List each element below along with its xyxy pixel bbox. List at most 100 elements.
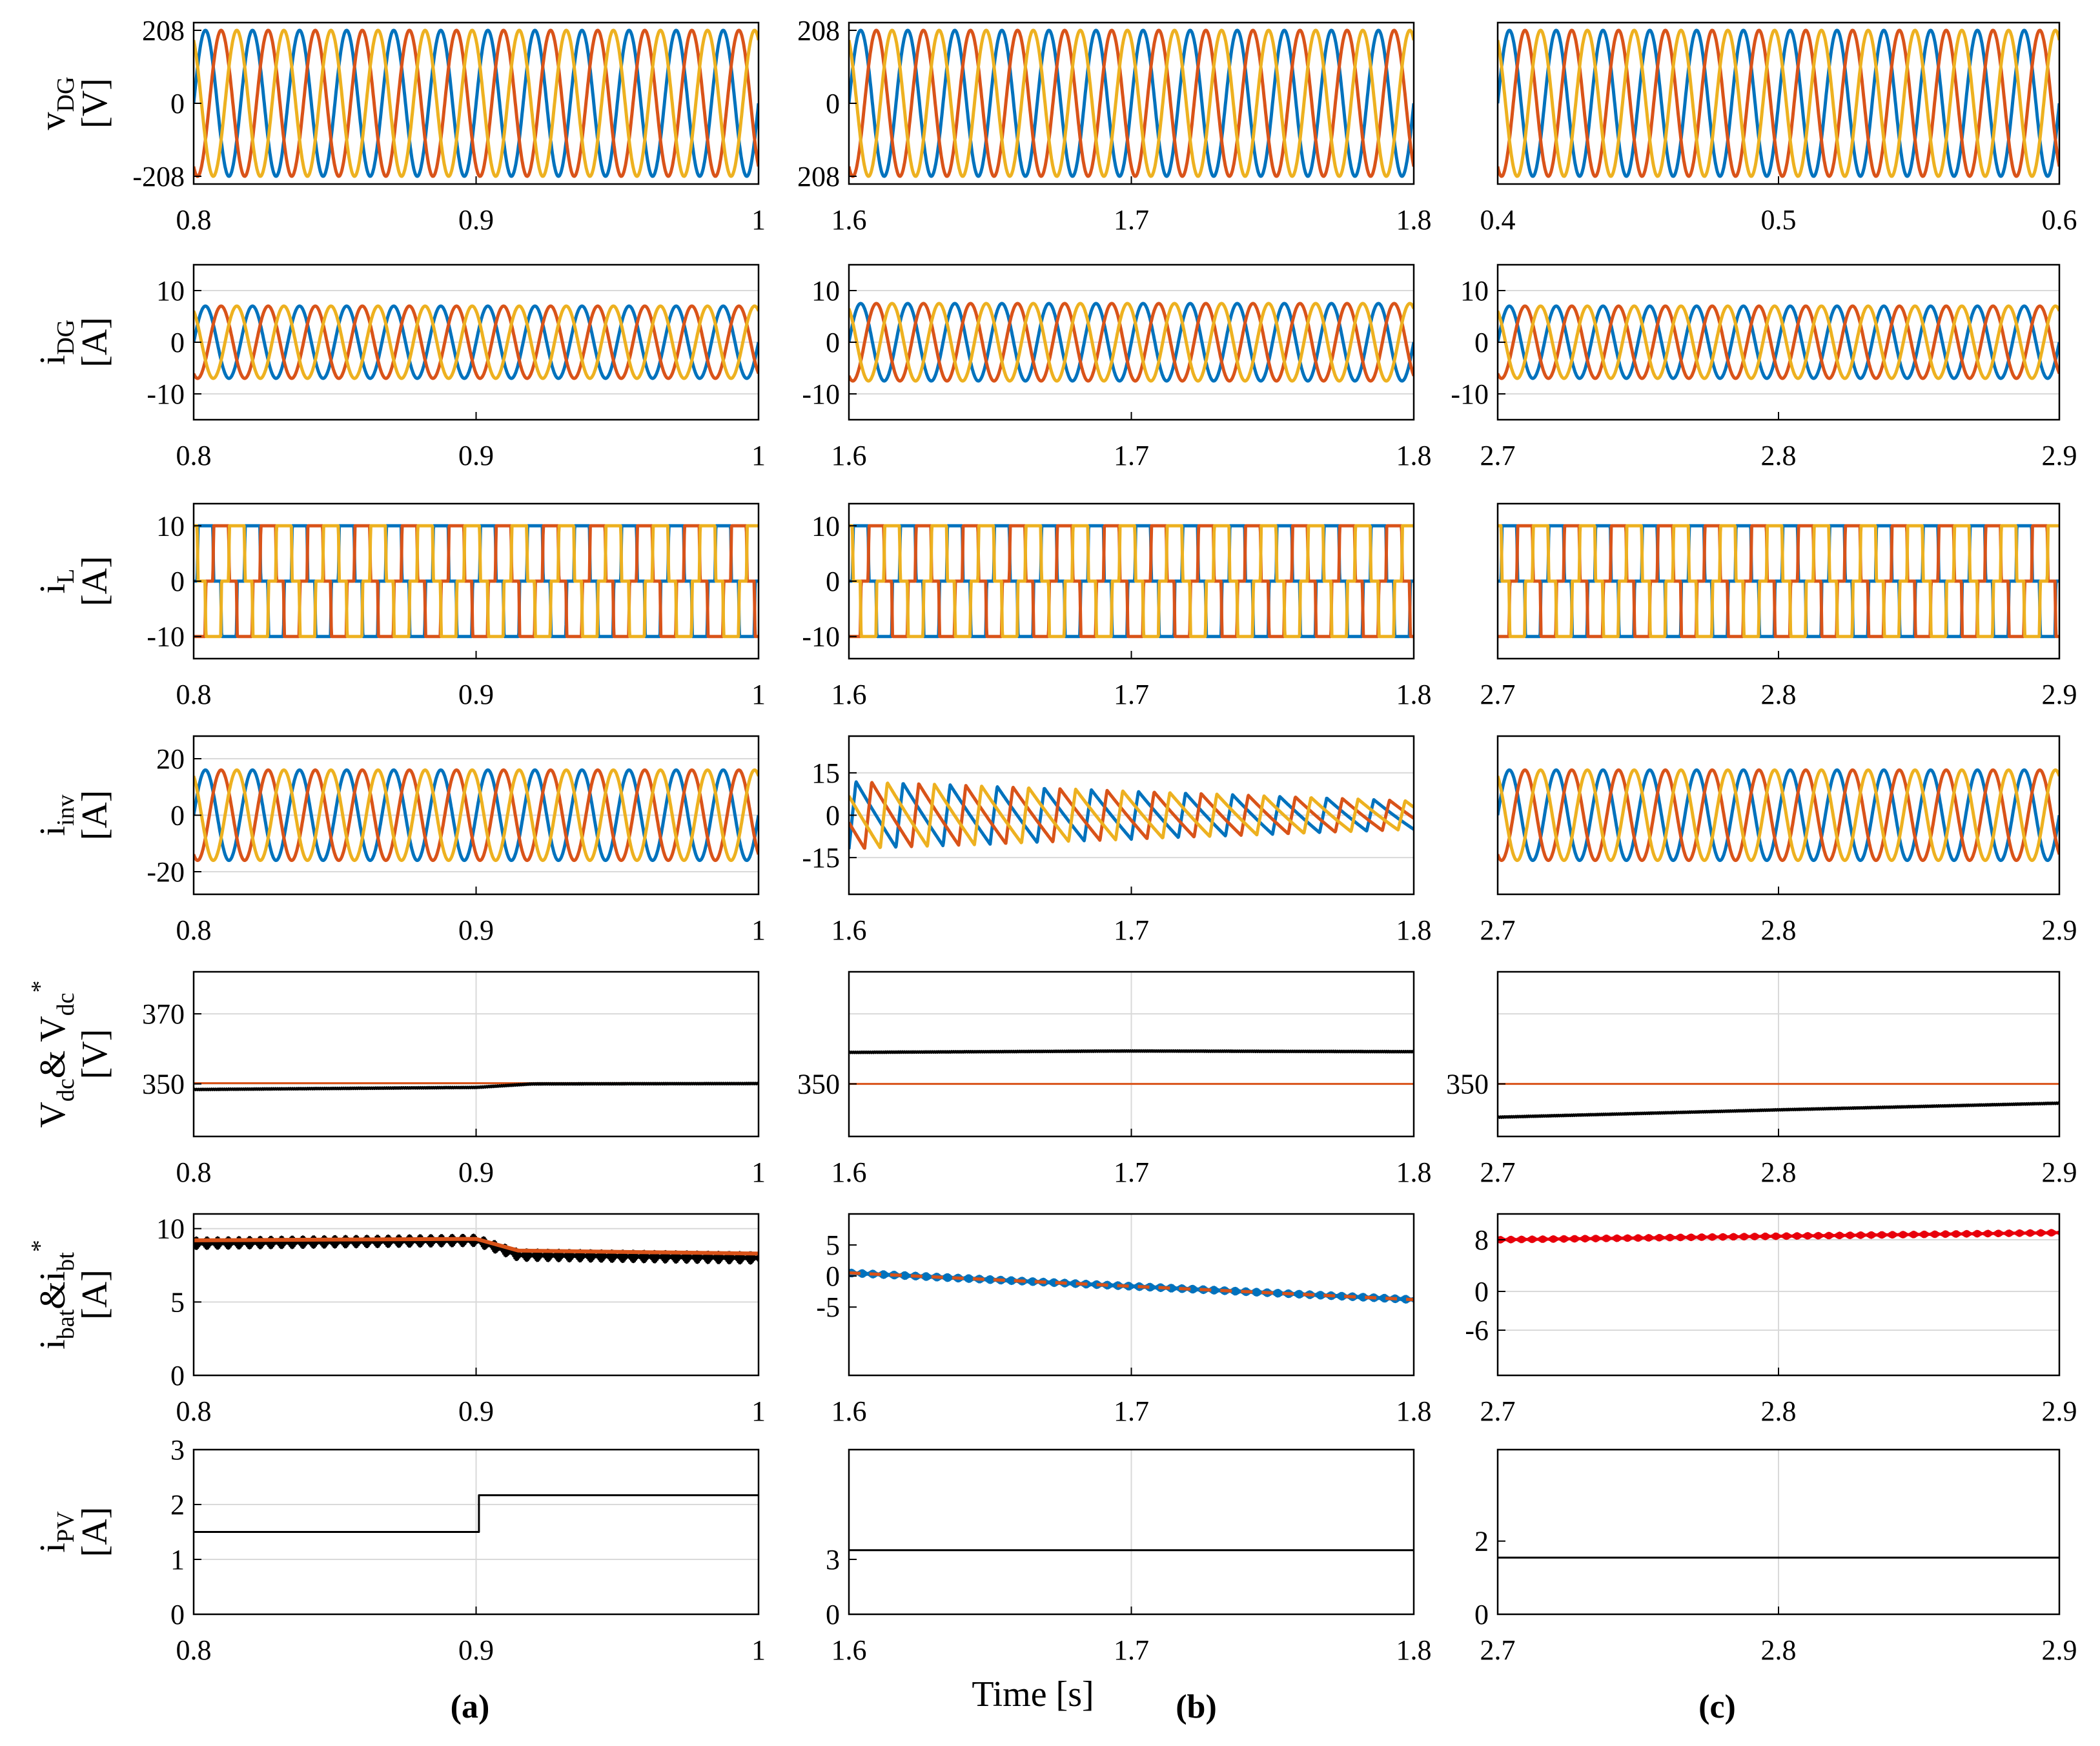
panel-vdg-a: 0.8 0.9 1 208 0 -208 (132, 15, 766, 236)
panel-iinv-b: 1.6 1.7 1.8 15 0 -15 (802, 735, 1432, 946)
series-phase-a (1498, 304, 2059, 380)
traces (194, 1233, 759, 1265)
x-tick-label: 1.6 (831, 440, 867, 471)
traces (194, 28, 759, 178)
x-tick-label: 1.7 (1114, 914, 1149, 946)
x-tick-label: 2.9 (2042, 914, 2077, 946)
series-reference (849, 1271, 1414, 1302)
series-phase-a (849, 302, 1414, 383)
panel-ibat-b: 1.6 1.7 1.8 50-5 (816, 1213, 1432, 1427)
row-label-symbol: iinv (33, 794, 79, 836)
series-measured (1498, 1229, 2059, 1244)
series-phase-a (194, 28, 759, 178)
x-tick-label: 1.8 (1396, 1634, 1432, 1666)
series-phase-b (849, 28, 1414, 178)
x-tick-label: 0.9 (458, 1156, 494, 1188)
series-phase-a (194, 524, 759, 639)
x-tick-label: 2.9 (2042, 1634, 2077, 1666)
x-tick-label: 2.8 (1761, 440, 1797, 471)
row-label-il: iL[A] (33, 556, 115, 606)
panel-ipv-b: 1.6 1.7 1.8 3 0 (826, 1448, 1432, 1666)
y-tick-label: 350 (142, 1069, 185, 1100)
x-tick-label: 1 (751, 914, 766, 946)
traces (849, 1268, 1414, 1304)
x-tick-label: 1.6 (831, 679, 867, 710)
series-phase-a (849, 780, 1414, 850)
y-tick-label: 10 (156, 1213, 185, 1245)
x-tick-label: 0.9 (458, 204, 494, 236)
panel-ipv-a: 0.8 0.9 1 3 2 1 0 (170, 1434, 766, 1666)
panel-vdc-b: 1.6 1.7 1.8 350 (797, 971, 1432, 1188)
traces (1498, 1229, 2059, 1244)
y-tick-label: 0 (826, 566, 840, 597)
series-phase-a (849, 28, 1414, 178)
traces (194, 524, 759, 639)
series-phase-a (1498, 28, 2059, 178)
x-tick-label: 1 (751, 1156, 766, 1188)
x-tick-label: 2.9 (2042, 1395, 2077, 1427)
y-tick-label: 208 (142, 15, 185, 46)
time-axis-label: Time [s] (972, 1674, 1094, 1714)
series-phase-b (194, 524, 759, 639)
row-label-unit: [A] (75, 317, 115, 367)
series-phase-c (849, 781, 1414, 849)
y-tick-label: 0 (170, 1360, 185, 1392)
row-label-unit: [A] (75, 1507, 115, 1557)
row-label-unit: [A] (75, 556, 115, 606)
traces (194, 1494, 759, 1533)
y-tick-label: 208 (797, 15, 840, 46)
panel-vdc-a: 0.8 0.9 1 370 350 (142, 971, 766, 1188)
x-tick-label: 0.4 (1480, 204, 1516, 236)
y-tick-label: 0 (170, 800, 185, 832)
x-tick-label: 1.7 (1114, 1395, 1149, 1427)
panel-iinv-c: 2.7 2.8 2.9 (1480, 735, 2077, 946)
x-tick-label: 2.8 (1761, 679, 1797, 710)
y-tick-label: 350 (797, 1069, 840, 1100)
series-phase-a (849, 524, 1414, 639)
panel-idg-b: 1.6 1.7 1.8 10 0 -10 (802, 263, 1432, 471)
y-tick-label: 10 (1460, 275, 1489, 307)
series-phase-b (194, 28, 759, 178)
y-tick-label: 10 (156, 510, 185, 542)
traces (849, 302, 1414, 383)
x-tick-label: 1 (751, 1395, 766, 1427)
y-tick-label: 8 (1474, 1224, 1489, 1256)
traces (1498, 524, 2059, 639)
x-tick-label: 2.8 (1761, 1156, 1797, 1188)
series-measured (849, 1049, 1414, 1054)
x-tick-label: 2.8 (1761, 914, 1797, 946)
series-phase-a (194, 304, 759, 380)
panel-iinv-a: 0.8 0.9 1 20 0 -20 (147, 735, 766, 946)
series-phase-c (194, 304, 759, 380)
traces (1498, 304, 2059, 380)
row-label-symbol: iPV (33, 1511, 79, 1553)
x-tick-label: 0.8 (176, 1395, 212, 1427)
caption-c: (c) (1698, 1689, 1736, 1725)
x-tick-label: 1.8 (1396, 1156, 1432, 1188)
y-tick-label: 0 (1474, 1276, 1489, 1308)
y-tick-label: -15 (802, 842, 840, 874)
row-label-symbol: iL (33, 569, 79, 594)
panel-idg-c: 2.7 2.8 2.9 10 0 -10 (1451, 263, 2077, 471)
panel-vdc-c: 2.7 2.8 2.9 350 (1446, 971, 2077, 1188)
x-tick-label: 0.9 (458, 440, 494, 471)
x-tick-label: 1.7 (1114, 679, 1149, 710)
row-label-symbol: vDG (33, 77, 79, 130)
series-phase-c (194, 524, 759, 639)
series-phase-c (1498, 304, 2059, 380)
traces (194, 304, 759, 380)
y-tick-label: 0 (170, 327, 185, 358)
y-tick-label: 0 (1474, 327, 1489, 358)
x-tick-label: 0.8 (176, 440, 212, 471)
row-label-symbol: ibat&ibt* (26, 1240, 79, 1350)
x-tick-label: 1.6 (831, 1395, 867, 1427)
series-phase-a (1498, 768, 2059, 862)
y-tick-label: 0 (826, 1260, 840, 1292)
y-tick-label: 5 (170, 1286, 185, 1318)
row-label-vdg: vDG[V] (33, 77, 115, 130)
y-tick-label: 0 (1474, 1599, 1489, 1630)
x-tick-label: 1.7 (1114, 1156, 1149, 1188)
traces (194, 768, 759, 862)
y-tick-label: 0 (826, 800, 840, 832)
series-phase-b (1498, 768, 2059, 862)
